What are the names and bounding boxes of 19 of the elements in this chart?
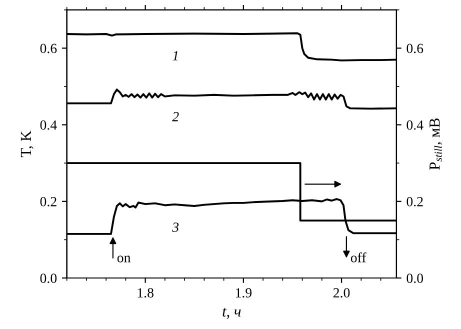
annotation: on [117, 256, 131, 262]
y2-tick-label: 0.6 [406, 44, 424, 54]
y2-tick-label: 0.2 [406, 196, 423, 206]
y-tick-label: 0.2 [40, 196, 56, 206]
y-tick-label: 0.0 [40, 274, 57, 284]
series-label: 3 [172, 222, 179, 232]
y2-tick-label: 0.4 [406, 120, 424, 130]
y2-tick-label: 0.0 [406, 274, 424, 284]
y-tick-label: 0.4 [40, 120, 57, 130]
x-tick-label: 1.8 [138, 288, 154, 298]
x-axis-title: t, ч [222, 308, 241, 319]
y2-axis-title: P$_{still}$, мВ [430, 118, 442, 170]
series-label: 1 [172, 51, 178, 60]
y-tick-label: 0.6 [40, 44, 57, 54]
x-tick-label: 2.0 [333, 288, 350, 298]
x-tick-label: 1.9 [236, 288, 252, 298]
annotation: off [350, 252, 366, 262]
y-axis-title: T, K [20, 130, 34, 158]
series-label: 2 [172, 112, 179, 122]
